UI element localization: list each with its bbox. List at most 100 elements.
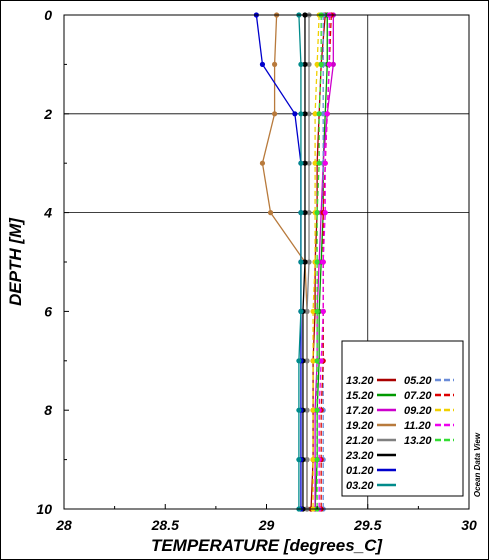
legend-label: 17.20 — [346, 405, 374, 417]
data-point — [302, 160, 308, 166]
y-tick-label: 2 — [43, 106, 52, 122]
series-line — [318, 15, 330, 509]
series-12 — [314, 12, 324, 512]
x-tick-label: 29 — [258, 517, 275, 533]
data-point — [320, 308, 326, 314]
data-point — [310, 308, 316, 314]
legend-label: 13.20 — [346, 375, 374, 387]
series-10 — [310, 12, 322, 512]
data-point — [316, 111, 322, 117]
series-6 — [253, 12, 304, 512]
y-tick-label: 6 — [44, 303, 52, 319]
data-point — [298, 259, 304, 265]
axis-ticks: 28 28.5 29 29.5 30 0 2 4 6 8 10 — [36, 7, 477, 533]
legend-label: 23.20 — [345, 450, 374, 462]
data-point — [314, 259, 320, 265]
legend-item: 13.20 — [404, 435, 454, 447]
data-point — [306, 259, 312, 265]
data-point — [330, 61, 336, 67]
data-point — [310, 358, 316, 364]
data-point — [306, 210, 312, 216]
y-tick-label: 8 — [44, 402, 52, 418]
data-point — [326, 61, 332, 67]
data-point — [314, 358, 320, 364]
x-axis-label: TEMPERATURE [degrees_C] — [151, 536, 383, 555]
data-point — [306, 61, 312, 67]
data-point — [322, 210, 328, 216]
legend-item: 23.20 — [345, 450, 396, 462]
data-point — [320, 111, 326, 117]
data-point — [292, 111, 298, 117]
data-point — [302, 111, 308, 117]
legend-item: 21.20 — [345, 435, 396, 447]
legend-label: 07.20 — [404, 390, 432, 402]
y-tick-label: 4 — [43, 205, 52, 221]
data-point — [314, 308, 320, 314]
legend-item: 13.20 — [346, 375, 396, 387]
legend-item: 07.20 — [404, 390, 454, 402]
legend: 13.20 15.20 17.20 19.20 21.20 23.20 01.20 03.20… — [341, 340, 464, 497]
legend-item: 03.20 — [346, 480, 396, 492]
legend-item: 11.20 — [404, 420, 454, 432]
data-point — [259, 160, 266, 166]
data-point — [314, 210, 320, 216]
series-line — [255, 14, 302, 509]
data-point — [318, 358, 324, 364]
data-point — [324, 111, 330, 117]
y-axis-label: DEPTH [M] — [6, 217, 25, 306]
y-tick-label: 10 — [36, 501, 52, 517]
series-layer — [253, 12, 336, 512]
x-tick-label: 28 — [55, 517, 72, 533]
data-point — [304, 308, 310, 314]
legend-label: 13.20 — [404, 435, 432, 447]
data-point — [314, 407, 320, 413]
data-point — [306, 111, 312, 117]
legend-item: 17.20 — [346, 405, 396, 417]
data-point — [304, 407, 310, 413]
data-point — [320, 259, 326, 265]
data-point — [322, 160, 328, 166]
data-point — [298, 210, 304, 216]
data-point — [306, 160, 312, 166]
legend-item: 01.20 — [346, 465, 396, 477]
data-point — [272, 111, 278, 117]
series-line — [316, 15, 322, 509]
data-point — [267, 210, 274, 216]
data-point — [272, 61, 278, 67]
watermark-text: Ocean Data View — [473, 432, 482, 497]
x-tick-label: 29.5 — [353, 517, 381, 533]
data-point — [298, 111, 304, 117]
data-point — [302, 259, 308, 265]
legend-item: 15.20 — [346, 390, 396, 402]
data-point — [296, 407, 302, 413]
legend-label: 03.20 — [346, 480, 374, 492]
data-point — [314, 457, 320, 463]
legend-item: 19.20 — [346, 420, 396, 432]
legend-item: 05.20 — [404, 375, 454, 387]
data-point — [312, 160, 318, 166]
series-line — [312, 14, 320, 509]
data-point — [259, 61, 266, 67]
data-point — [296, 358, 302, 364]
x-tick-label: 28.5 — [151, 517, 179, 533]
data-point — [298, 160, 304, 166]
data-point — [304, 358, 310, 364]
series-7 — [296, 12, 304, 512]
x-tick-label: 30 — [461, 517, 477, 533]
data-point — [316, 160, 322, 166]
data-point — [314, 61, 320, 67]
legend-label: 01.20 — [346, 465, 374, 477]
legend-label: 19.20 — [346, 420, 374, 432]
data-point — [298, 308, 304, 314]
data-point — [318, 61, 324, 67]
data-point — [304, 457, 310, 463]
data-point — [302, 61, 308, 67]
legend-label: 05.20 — [404, 375, 432, 387]
legend-label: 11.20 — [404, 420, 432, 432]
data-point — [310, 457, 316, 463]
legend-label: 21.20 — [345, 435, 374, 447]
legend-label: 09.20 — [404, 405, 432, 417]
legend-item: 09.20 — [404, 405, 454, 417]
data-point — [312, 111, 318, 117]
